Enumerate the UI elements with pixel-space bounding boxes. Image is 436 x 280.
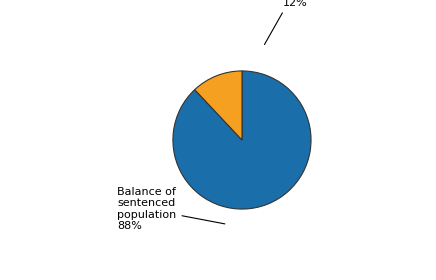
Wedge shape — [173, 71, 311, 209]
Text: Indeterminate
sentence
12%: Indeterminate sentence 12% — [255, 0, 334, 45]
Wedge shape — [195, 71, 242, 140]
Text: Balance of
sentenced
population
88%: Balance of sentenced population 88% — [117, 187, 225, 232]
